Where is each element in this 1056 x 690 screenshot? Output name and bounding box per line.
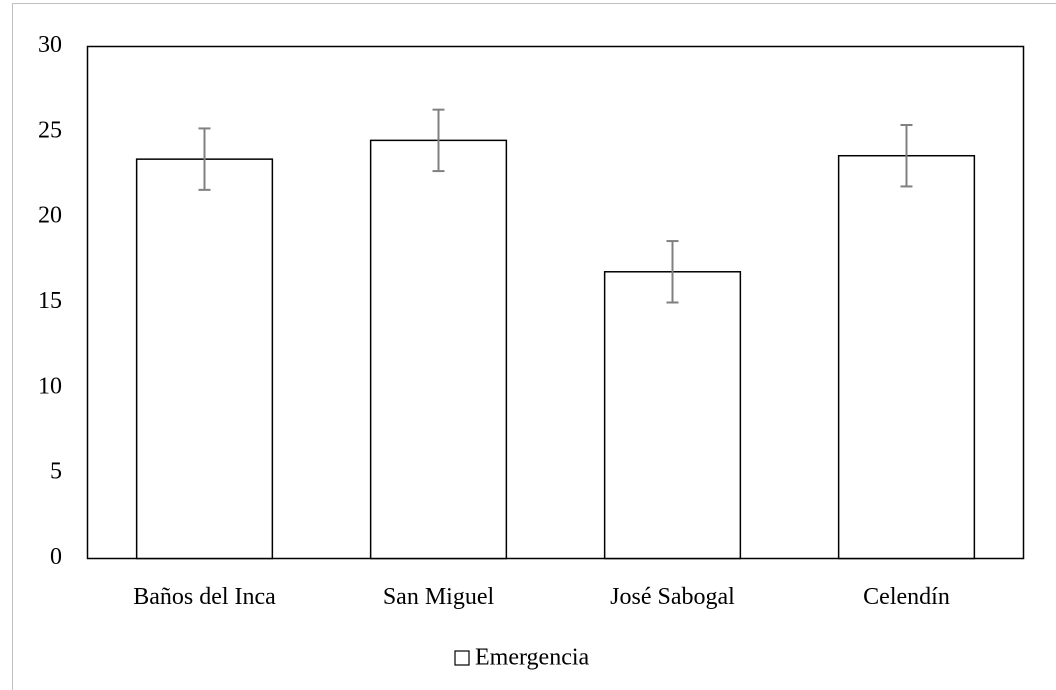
error-bar [666,240,679,304]
bar [135,158,274,560]
x-tick-label: José Sabogal [610,584,735,610]
error-bar [198,127,211,191]
y-tick-label: 25 [38,117,62,143]
chart-border [12,3,1056,690]
y-tick-label: 10 [38,373,62,399]
y-tick-label: 0 [50,544,62,570]
x-tick-label: San Miguel [383,584,495,610]
plot-frame [86,45,1025,560]
x-tick-label: Celendín [863,584,950,610]
bar [837,154,976,560]
y-tick-label: 20 [38,203,62,229]
y-tick-label: 30 [38,32,62,58]
y-tick-label: 5 [50,459,62,485]
x-tick-label: Baños del Inca [133,584,276,610]
y-tick-label: 15 [38,288,62,314]
bar [369,139,508,560]
bar [603,271,742,560]
legend-swatch [454,650,470,666]
error-bar [432,108,445,173]
legend-label: Emergencia [475,645,590,671]
error-bar [900,124,913,188]
